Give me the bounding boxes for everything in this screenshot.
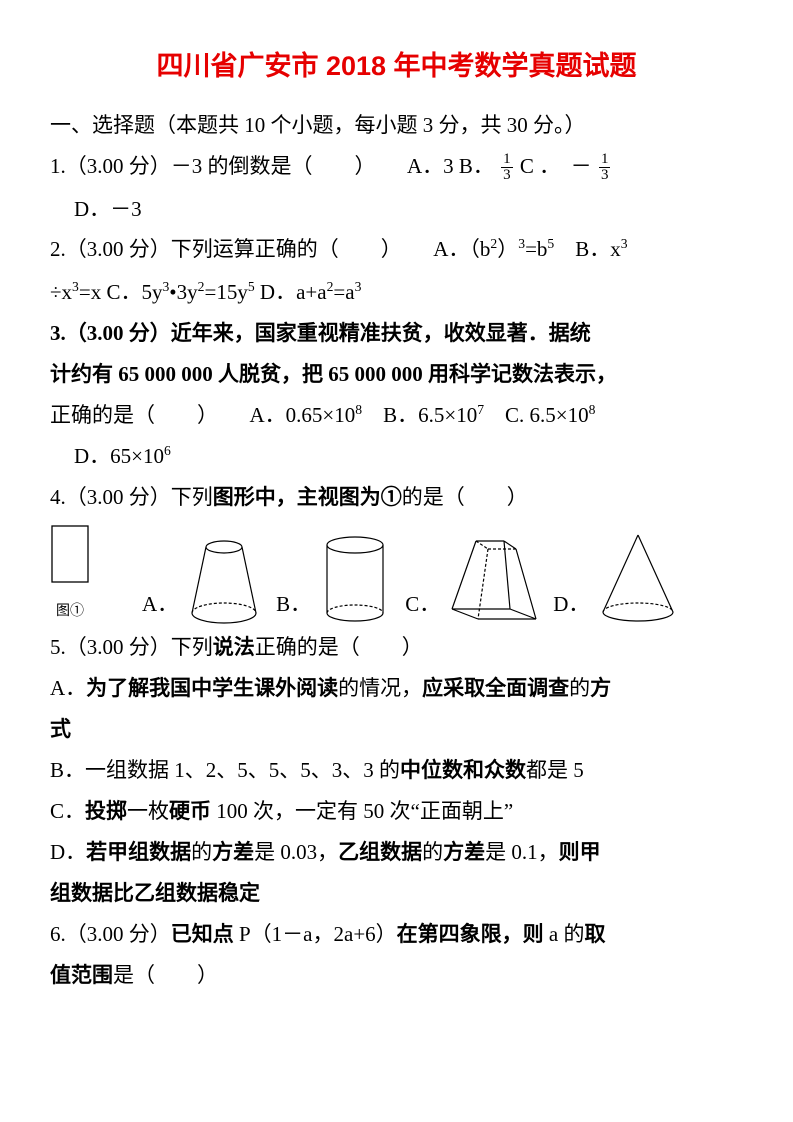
cone-icon: [595, 530, 681, 625]
sup: 3: [72, 279, 79, 294]
fraction-1-3: 1 3: [501, 152, 513, 184]
rectangle-icon: [50, 524, 90, 584]
q2-l2f: =a: [333, 280, 354, 304]
q1-mid: C ． －: [520, 154, 597, 178]
question-3-line3: 正确的是（ ） A．0.65×108 B．6.5×107 C. 6.5×108: [50, 395, 743, 436]
question-6-line1: 6.（3.00 分）已知点 P（1－a，2a+6）在第四象限，则 a 的取: [50, 914, 743, 955]
sup: 8: [589, 402, 596, 417]
reference-rect: 图①: [50, 524, 90, 625]
q3-l4a: D．65×10: [74, 444, 164, 468]
page-title: 四川省广安市 2018 年中考数学真题试题: [50, 40, 743, 93]
q2-l1b: ）: [497, 237, 518, 261]
sup: 3: [621, 236, 628, 251]
question-5-head: 5.（3.00 分）下列说法正确的是（ ）: [50, 627, 743, 668]
q4-text: 4.（3.00 分）下列图形中，主视图为①的是（ ）: [50, 485, 528, 509]
q5-a2: 式: [50, 709, 743, 750]
fraction-1-3-b: 1 3: [599, 152, 611, 184]
q3-l3c: C. 6.5×10: [484, 403, 589, 427]
q2-l2e: D．a+a: [255, 280, 327, 304]
question-1: 1.（3.00 分）－3 的倒数是（ ） A．3 B． 1 3 C ． － 1 …: [50, 146, 743, 187]
q3-l3b: B．6.5×10: [362, 403, 477, 427]
q2-l2c: •3y: [169, 280, 197, 304]
frustum-cone-icon: [184, 535, 264, 625]
q5-b: B．一组数据 1、2、5、5、5、3、3 的中位数和众数都是 5: [50, 750, 743, 791]
q1-prefix: 1.（3.00 分）－3 的倒数是（ ） A．3 B．: [50, 154, 494, 178]
sup: 7: [477, 402, 484, 417]
shapes-row: 图① A． B． C．: [50, 524, 743, 625]
opt-c-label: C．: [405, 584, 440, 625]
question-4: 4.（3.00 分）下列图形中，主视图为①的是（ ）: [50, 477, 743, 518]
sup: 3: [355, 279, 362, 294]
option-b: B．: [276, 533, 393, 625]
q1-optd: D．－3: [50, 189, 743, 230]
cylinder-icon: [317, 533, 393, 625]
q2-l2b: =x C．5y: [79, 280, 163, 304]
q2-l1c: =b: [525, 237, 547, 261]
option-c: C．: [405, 533, 541, 625]
opt-b-label: B．: [276, 584, 311, 625]
option-d: D．: [553, 530, 681, 625]
option-a: A．: [142, 535, 264, 625]
question-6-line2: 值范围是（ ）: [50, 955, 743, 996]
question-3-line2: 计约有 65 000 000 人脱贫，把 65 000 000 用科学记数法表示…: [50, 354, 743, 395]
q5-c: C．投掷一枚硬币 100 次，一定有 50 次“正面朝上”: [50, 791, 743, 832]
rect-caption: 图①: [50, 598, 90, 625]
q5-d2: 组数据比乙组数据稳定: [50, 873, 743, 914]
q5-d1: D．若甲组数据的方差是 0.03，乙组数据的方差是 0.1，则甲: [50, 832, 743, 873]
sup: 5: [248, 279, 255, 294]
frac-den: 3: [501, 168, 513, 184]
sup: 6: [164, 443, 171, 458]
q5-a1: A．为了解我国中学生课外阅读的情况，应采取全面调查的方: [50, 668, 743, 709]
q2-l2d: =15y: [204, 280, 247, 304]
opt-d-label: D．: [553, 584, 589, 625]
opt-a-label: A．: [142, 584, 178, 625]
q2-l1d: B．x: [554, 237, 621, 261]
section-header: 一、选择题（本题共 10 个小题，每小题 3 分，共 30 分。）: [50, 105, 743, 146]
q2-l1a: 2.（3.00 分）下列运算正确的（ ） A．（b: [50, 237, 490, 261]
question-3-line1: 3.（3.00 分）近年来，国家重视精准扶贫，收效显著．据统: [50, 313, 743, 354]
frac-num: 1: [501, 152, 513, 168]
question-2-line2: ÷x3=x C．5y3•3y2=15y5 D．a+a2=a3: [50, 272, 743, 313]
frustum-pyramid-icon: [446, 533, 541, 625]
frac-num: 1: [599, 152, 611, 168]
q3-l3a: 正确的是（ ） A．0.65×10: [50, 403, 355, 427]
question-3-line4: D．65×106: [50, 436, 743, 477]
frac-den: 3: [599, 168, 611, 184]
q2-l2a: ÷x: [50, 280, 72, 304]
question-2: 2.（3.00 分）下列运算正确的（ ） A．（b2）3=b5 B．x3: [50, 229, 743, 270]
